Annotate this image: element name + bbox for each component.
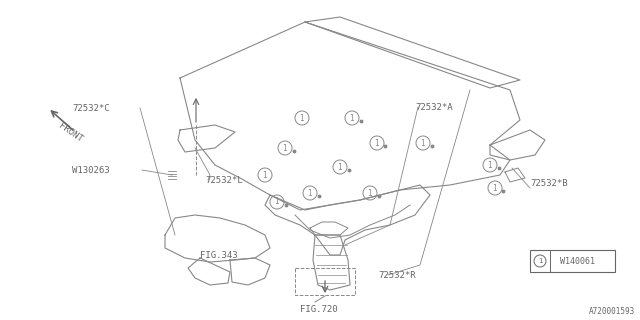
Text: 1: 1 bbox=[262, 171, 268, 180]
Text: 72532*L: 72532*L bbox=[205, 175, 243, 185]
Polygon shape bbox=[310, 222, 348, 235]
Text: 72532*A: 72532*A bbox=[415, 102, 452, 111]
Polygon shape bbox=[165, 215, 270, 262]
Text: 1: 1 bbox=[338, 163, 342, 172]
Polygon shape bbox=[265, 185, 430, 255]
Text: 1: 1 bbox=[300, 114, 305, 123]
Text: 1: 1 bbox=[283, 143, 287, 153]
Text: 1: 1 bbox=[367, 188, 372, 197]
Text: FIG.720: FIG.720 bbox=[300, 306, 338, 315]
Polygon shape bbox=[490, 130, 545, 160]
Text: FRONT: FRONT bbox=[57, 122, 84, 144]
Text: 1: 1 bbox=[488, 161, 492, 170]
Text: 1: 1 bbox=[538, 258, 542, 264]
Polygon shape bbox=[505, 168, 525, 182]
Text: 1: 1 bbox=[374, 139, 380, 148]
Text: 1: 1 bbox=[275, 197, 280, 206]
Bar bbox=[530, 250, 615, 272]
Text: 1: 1 bbox=[349, 114, 355, 123]
Text: 1: 1 bbox=[308, 188, 312, 197]
Text: FIG.343: FIG.343 bbox=[200, 251, 237, 260]
Text: W140061: W140061 bbox=[560, 257, 595, 266]
Polygon shape bbox=[305, 17, 520, 88]
Text: 1: 1 bbox=[420, 139, 426, 148]
Text: A720001593: A720001593 bbox=[589, 308, 635, 316]
Text: 1: 1 bbox=[493, 183, 497, 193]
Polygon shape bbox=[313, 235, 350, 290]
Polygon shape bbox=[230, 258, 270, 285]
Polygon shape bbox=[188, 258, 230, 285]
Text: 72532*B: 72532*B bbox=[530, 179, 568, 188]
Text: W130263: W130263 bbox=[72, 165, 109, 174]
Polygon shape bbox=[178, 125, 235, 152]
Text: 72532*C: 72532*C bbox=[72, 103, 109, 113]
Polygon shape bbox=[180, 22, 520, 210]
Text: 72532*R: 72532*R bbox=[378, 270, 415, 279]
